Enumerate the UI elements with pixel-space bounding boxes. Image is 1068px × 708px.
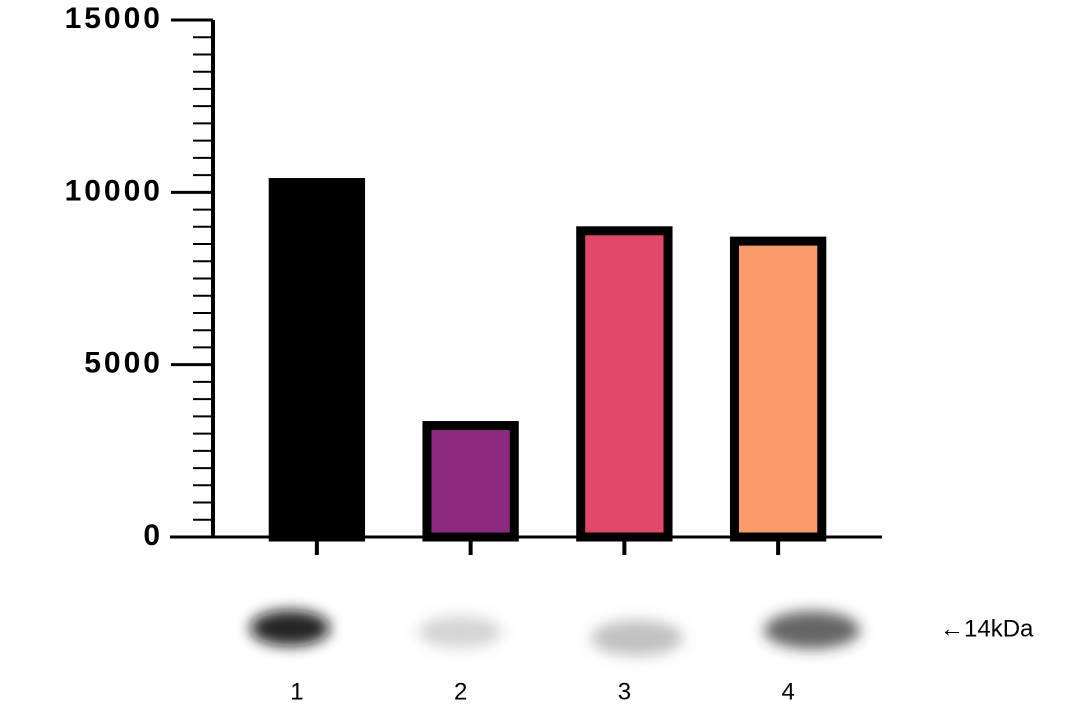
x-tick-label: 1 [290,678,303,705]
annotation: ←14kDa [940,615,1034,642]
bar [734,241,821,537]
bar [427,426,514,537]
bar [581,231,668,537]
y-tick-label: 15000 [65,2,163,35]
blot-band [250,610,330,646]
blot-band [591,620,683,656]
blot [250,610,860,656]
y-tick-label: 10000 [65,174,163,207]
x-tick-label: 2 [454,678,467,705]
x-tick-label: 4 [781,678,794,705]
chart: ←14kDa 0 5000 10000 15000 1 2 3 4 [0,0,1068,708]
blot-band [418,616,502,648]
y-tick-label: 5000 [84,347,163,380]
y-tick-label: 0 [143,519,163,552]
page: ←14kDa 0500010000150001234 (() => { cons… [0,0,1068,708]
x-tick-label: 3 [618,678,631,705]
bar [273,183,360,537]
blot-band [764,611,860,649]
